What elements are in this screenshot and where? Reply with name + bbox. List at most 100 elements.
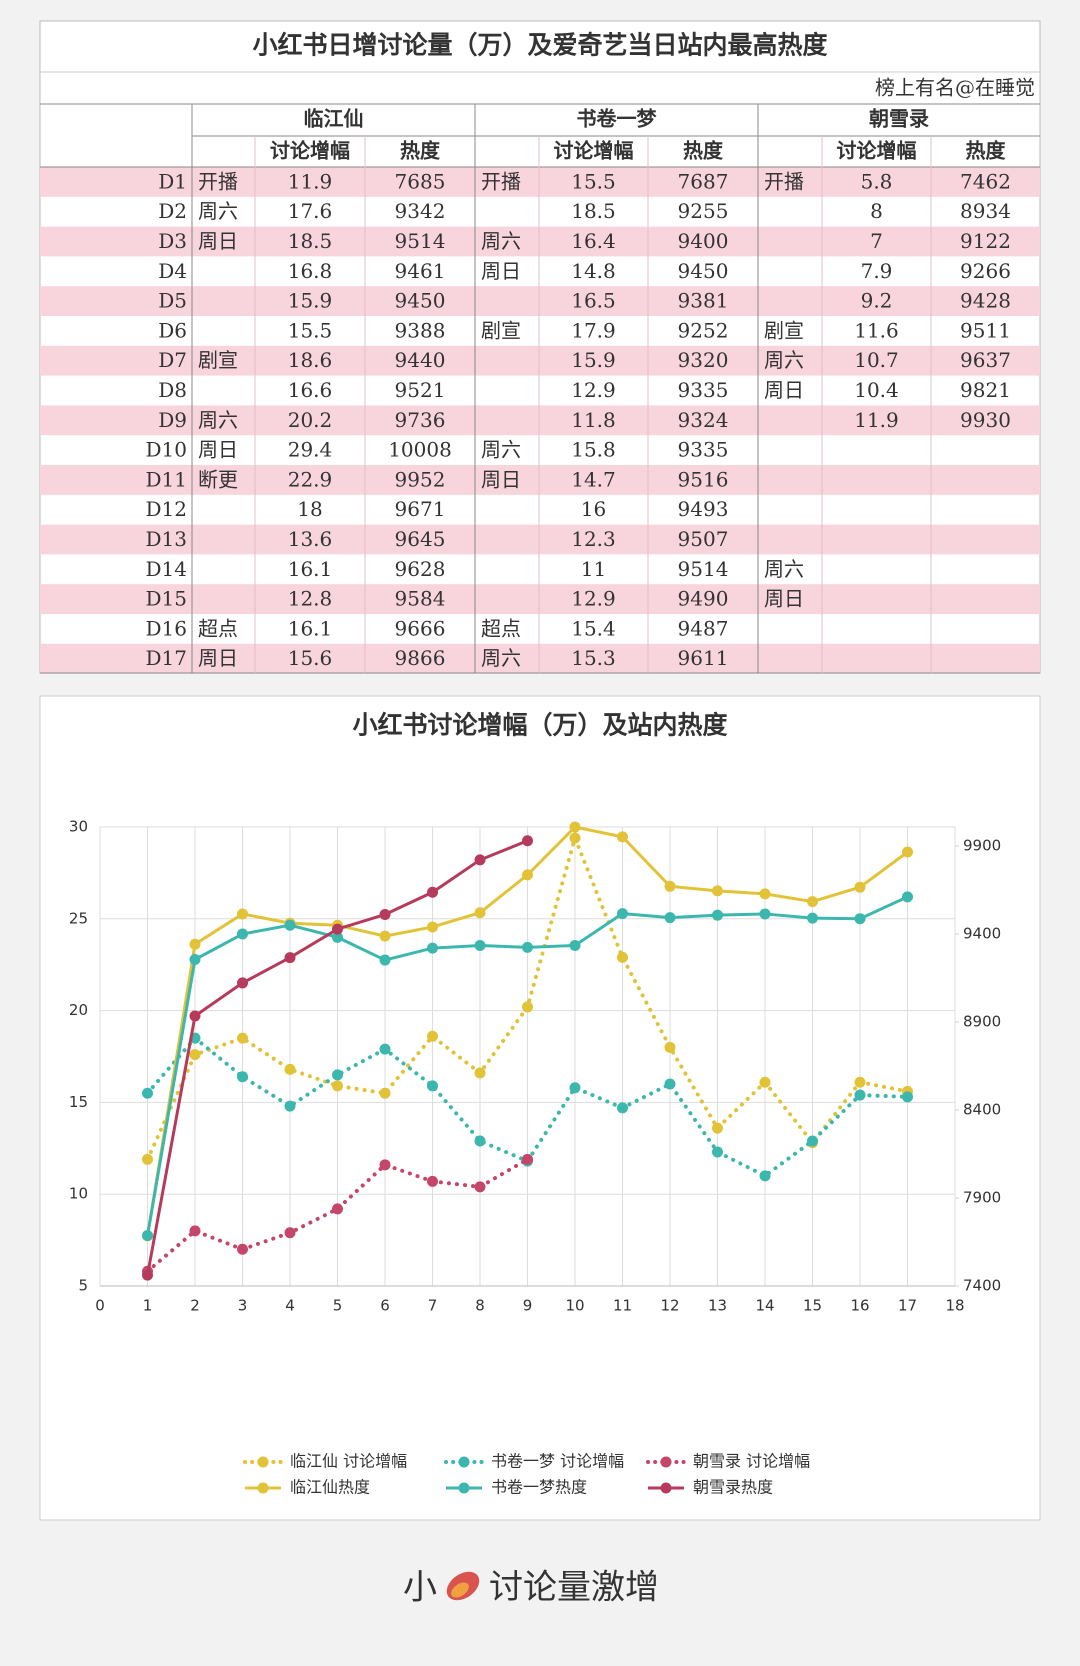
point [617, 831, 628, 843]
point [902, 1091, 913, 1103]
row-label: D10 [146, 438, 187, 462]
sub-header: 热度 [400, 139, 441, 163]
sub-header: 热度 [966, 139, 1007, 163]
number-cell: 18.5 [288, 229, 333, 253]
point [902, 846, 913, 858]
point [759, 908, 771, 920]
point [664, 1078, 676, 1090]
footer-icon [446, 1571, 480, 1601]
point [617, 1102, 628, 1114]
point [427, 921, 438, 933]
point [379, 930, 391, 942]
number-cell: 9866 [395, 646, 446, 670]
number-cell: 8 [870, 199, 883, 223]
row-label: D11 [146, 467, 187, 491]
point [189, 938, 201, 950]
number-cell: 29.4 [288, 438, 333, 462]
point [664, 912, 676, 924]
group-header: 临江仙 [304, 107, 364, 131]
point [807, 912, 818, 924]
x-tick-label: 15 [803, 1297, 822, 1315]
x-tick-label: 18 [945, 1297, 964, 1315]
number-cell: 9324 [678, 408, 729, 432]
x-tick-label: 7 [428, 1297, 438, 1315]
point [189, 954, 201, 966]
note-cell: 剧宣 [481, 318, 521, 342]
y-tick-label: 30 [69, 818, 88, 836]
number-cell: 17.6 [288, 199, 333, 223]
x-tick-label: 14 [755, 1297, 774, 1315]
number-cell: 16.6 [288, 378, 333, 402]
x-tick-label: 9 [523, 1297, 533, 1315]
row-bg [40, 465, 1040, 495]
point [474, 907, 486, 919]
point [237, 1032, 248, 1044]
x-tick-label: 5 [333, 1297, 343, 1315]
number-cell: 18 [297, 497, 322, 521]
legend-marker [257, 1456, 269, 1468]
number-cell: 12.8 [288, 587, 333, 611]
x-tick-label: 10 [565, 1297, 584, 1315]
legend-marker [458, 1456, 470, 1468]
number-cell: 14.8 [571, 259, 616, 283]
table-subtitle: 榜上有名@在睡觉 [875, 76, 1035, 100]
point [237, 1243, 248, 1255]
point [189, 1225, 201, 1237]
number-cell: 20.2 [288, 408, 333, 432]
chart-bg [39, 695, 1041, 1521]
point [427, 942, 438, 954]
point [284, 1227, 296, 1239]
row-label: D16 [146, 616, 187, 640]
row-label: D5 [158, 289, 187, 313]
number-cell: 9628 [395, 557, 446, 581]
note-cell: 周日 [198, 438, 238, 462]
point [189, 1049, 201, 1061]
number-cell: 12.3 [571, 527, 616, 551]
y-tick-label: 10 [69, 1185, 88, 1203]
note-cell: 剧宣 [198, 348, 238, 372]
row-label: D13 [146, 527, 187, 551]
row-bg [40, 405, 1040, 436]
number-cell: 9516 [678, 467, 729, 491]
sub-header: 讨论增幅 [270, 139, 350, 163]
note-cell: 周日 [198, 229, 238, 253]
point [142, 1269, 153, 1281]
row-bg [40, 643, 1040, 674]
row-label: D14 [146, 557, 187, 581]
x-tick-label: 16 [850, 1297, 869, 1315]
note-cell: 周日 [481, 259, 521, 283]
number-cell: 9428 [960, 289, 1011, 313]
point [427, 1030, 438, 1042]
point [427, 886, 438, 898]
number-cell: 15.5 [571, 169, 616, 193]
number-cell: 9342 [395, 199, 446, 223]
number-cell: 11 [581, 557, 606, 581]
group-header: 朝雪录 [869, 107, 929, 131]
number-cell: 16.5 [571, 289, 616, 313]
number-cell: 9335 [678, 378, 729, 402]
legend-label: 朝雪录热度 [693, 1478, 773, 1497]
x-tick-label: 8 [475, 1297, 485, 1315]
number-cell: 16.1 [288, 557, 333, 581]
group-header: 书卷一梦 [577, 107, 658, 131]
x-tick-label: 6 [380, 1297, 390, 1315]
number-cell: 9.2 [861, 289, 893, 313]
chart-title: 小红书讨论增幅（万）及站内热度 [352, 711, 727, 740]
legend-marker [660, 1456, 672, 1468]
legend-label: 朝雪录 讨论增幅 [693, 1452, 810, 1471]
number-cell: 7.9 [861, 259, 893, 283]
x-tick-label: 1 [143, 1297, 153, 1315]
point [569, 1082, 581, 1094]
number-cell: 9611 [678, 646, 729, 670]
x-tick-label: 4 [285, 1297, 295, 1315]
point [569, 821, 581, 833]
number-cell: 9584 [395, 587, 446, 611]
number-cell: 9400 [678, 229, 729, 253]
point [142, 1229, 153, 1241]
row-label: D2 [158, 199, 187, 223]
row-label: D3 [158, 229, 187, 253]
number-cell: 9335 [678, 438, 729, 462]
number-cell: 10.4 [854, 378, 899, 402]
number-cell: 15.9 [288, 289, 333, 313]
